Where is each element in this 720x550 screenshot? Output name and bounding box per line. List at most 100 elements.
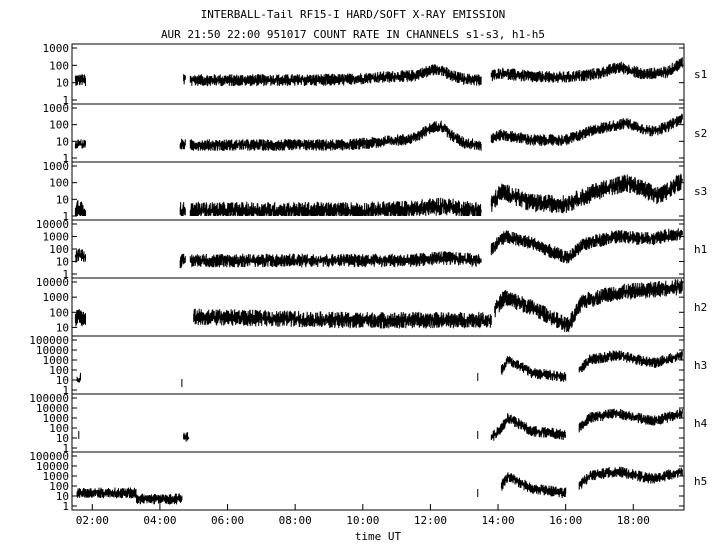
y-tick-label: 10 [56, 321, 69, 334]
y-tick-label: 100000 [29, 450, 69, 463]
y-tick-label: 100 [49, 306, 69, 319]
series-trace-s1 [490, 57, 683, 83]
y-tick-label: 1000 [43, 160, 70, 173]
channel-label: s3 [694, 185, 707, 198]
panels-group: 1101001000s11101001000s21101001000s31101… [29, 42, 707, 513]
x-tick-label: 10:00 [346, 514, 379, 527]
series-trace-s3 [189, 197, 482, 217]
series-trace-h4 [578, 408, 683, 433]
y-tick-label: 10 [56, 374, 69, 387]
series-trace-s1 [74, 74, 86, 86]
channel-label: h4 [694, 417, 708, 430]
panel-s1: 1 10 100 1000 s1 [43, 42, 708, 107]
y-tick-label: 1000 [43, 102, 70, 115]
channel-label: h3 [694, 359, 707, 372]
y-tick-label: 10000 [36, 276, 69, 289]
panel-frame [71, 219, 685, 279]
x-tick-label: 06:00 [211, 514, 244, 527]
x-axis-label: time UT [355, 530, 402, 543]
x-tick-label: 08:00 [279, 514, 312, 527]
series-trace-h5 [500, 472, 567, 499]
series-trace-h4 [490, 413, 567, 441]
y-tick-label: 100 [49, 480, 69, 493]
y-tick-label: 10000 [36, 402, 69, 415]
y-tick-label: 1 [62, 442, 69, 455]
series-trace-h3 [76, 372, 81, 383]
x-axis: 02:00 04:00 06:00 08:00 10:00 12:00 14:00 16:00… [76, 504, 650, 527]
chart-title: INTERBALL-Tail RF15-I HARD/SOFT X-RAY EM… [201, 8, 506, 21]
y-tick-label: 1 [62, 94, 69, 107]
y-tick-label: 1000 [43, 42, 70, 55]
series-trace-h3 [578, 350, 683, 373]
series-trace-s1 [183, 74, 186, 85]
series-trace-h5 [578, 466, 683, 490]
series-trace-s2 [490, 113, 683, 146]
channel-label: h2 [694, 301, 707, 314]
y-tick-label: 10 [56, 193, 69, 206]
channel-label: s2 [694, 127, 707, 140]
channel-label: h1 [694, 243, 707, 256]
series-trace-s2 [179, 138, 186, 150]
x-tick-label: 14:00 [481, 514, 514, 527]
series-trace-s3 [74, 200, 86, 217]
panel-s3: 1 10 100 1000 s3 [43, 160, 708, 223]
y-tick-label: 10 [56, 135, 69, 148]
x-tick-label: 16:00 [549, 514, 582, 527]
y-tick-label: 1 [62, 500, 69, 513]
series-trace-s3 [490, 173, 683, 214]
channel-label: s1 [694, 68, 707, 81]
y-tick-label: 100000 [29, 334, 69, 347]
y-tick-label: 1000 [43, 354, 70, 367]
y-tick-label: 100 [49, 243, 69, 256]
y-tick-label: 1 [62, 210, 69, 223]
series-trace-s2 [74, 139, 86, 149]
y-tick-label: 100000 [29, 392, 69, 405]
panel-frame [71, 451, 685, 511]
x-tick-label: 02:00 [76, 514, 109, 527]
y-tick-label: 100 [49, 177, 69, 190]
series-trace-h1 [74, 248, 86, 263]
y-tick-label: 100 [49, 59, 69, 72]
panel-s2: 1 10 100 1000 s2 [43, 102, 708, 165]
y-tick-label: 1 [62, 152, 69, 165]
y-tick-label: 10000 [36, 460, 69, 473]
x-tick-label: 04:00 [143, 514, 176, 527]
y-tick-label: 1000 [43, 291, 70, 304]
y-tick-label: 100 [49, 364, 69, 377]
y-tick-label: 10 [56, 256, 69, 269]
y-tick-label: 1 [62, 268, 69, 281]
series-trace-h4 [183, 432, 190, 442]
panel-frame [71, 335, 685, 395]
panel-frame [71, 393, 685, 453]
y-tick-label: 100 [49, 119, 69, 132]
series-trace-h5 [76, 487, 183, 505]
series-trace-h2 [74, 309, 86, 327]
panel-h2: 10 100 1000 10000 h2 [36, 276, 707, 337]
y-tick-label: 100 [49, 422, 69, 435]
series-trace-s3 [179, 202, 186, 217]
series-trace-h2 [193, 308, 492, 329]
y-tick-label: 10000 [36, 344, 69, 357]
y-tick-label: 10000 [36, 218, 69, 231]
series-trace-h3 [500, 356, 567, 382]
x-tick-label: 18:00 [617, 514, 650, 527]
y-tick-label: 1000 [43, 412, 70, 425]
series-trace-h1 [179, 253, 186, 269]
y-tick-label: 10 [56, 432, 69, 445]
series-trace-h1 [490, 228, 683, 264]
series-trace-h2 [494, 278, 683, 333]
y-tick-label: 1000 [43, 231, 70, 244]
y-tick-label: 1 [62, 384, 69, 397]
x-tick-label: 12:00 [414, 514, 447, 527]
y-tick-label: 1000 [43, 470, 70, 483]
series-trace-s2 [189, 120, 482, 151]
series-trace-s1 [189, 64, 482, 87]
channel-label: h5 [694, 475, 707, 488]
chart-subtitle: AUR 21:50 22:00 951017 COUNT RATE IN CHA… [161, 28, 545, 41]
series-trace-h1 [189, 251, 482, 268]
y-tick-label: 10 [56, 490, 69, 503]
